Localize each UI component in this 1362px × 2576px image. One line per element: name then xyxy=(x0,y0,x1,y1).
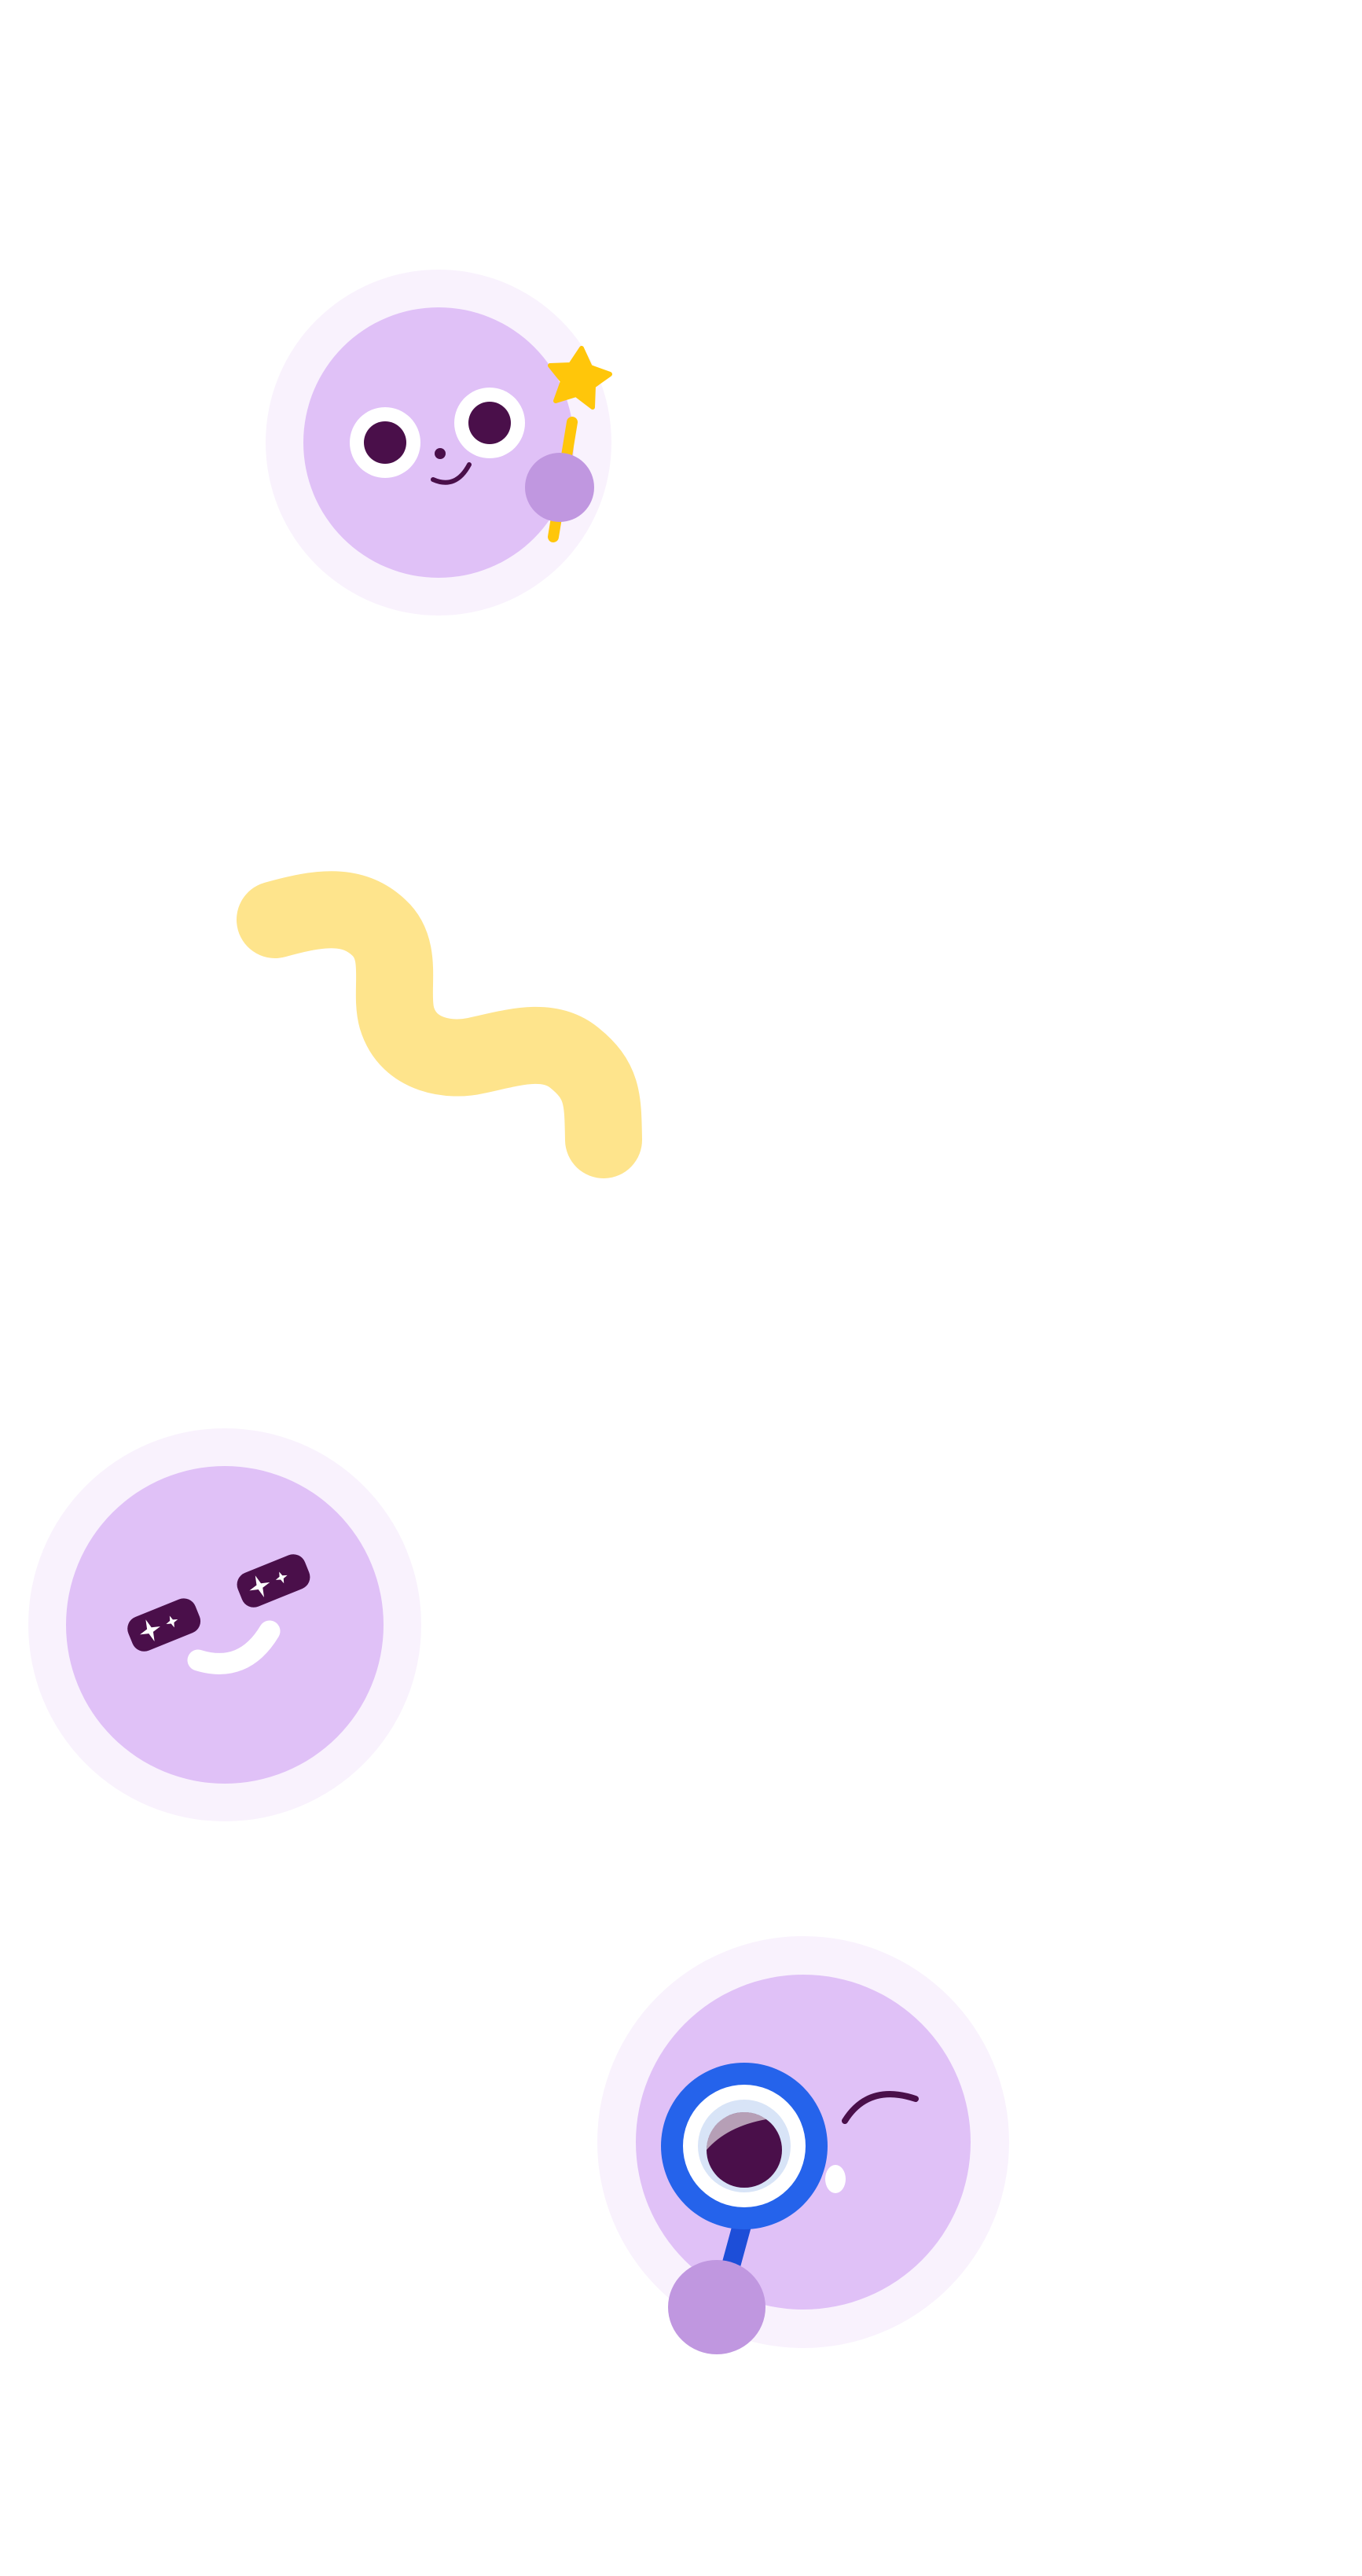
right-sparkle-eye xyxy=(237,1554,310,1608)
face xyxy=(303,307,574,578)
cheek-highlight xyxy=(825,2165,846,2193)
smile xyxy=(187,1620,281,1674)
left-eye xyxy=(350,407,420,478)
right-eye xyxy=(454,388,525,458)
face-with-magnifying-glass-illustration xyxy=(597,1936,1009,2354)
nose-dot xyxy=(435,448,446,459)
hand xyxy=(668,2260,765,2354)
hand xyxy=(525,453,594,522)
left-sparkle-eye xyxy=(127,1598,201,1652)
winking-eye xyxy=(842,2091,919,2124)
face-with-magic-wand-illustration xyxy=(266,270,612,616)
face xyxy=(66,1466,384,1784)
face-with-sparkle-eyes-illustration xyxy=(28,1428,421,1821)
sparkle-icon xyxy=(140,1615,178,1642)
smile xyxy=(431,462,472,485)
magnifying-glass-icon xyxy=(661,2063,828,2229)
lens-glare xyxy=(707,2111,766,2150)
sparkle-icon xyxy=(249,1571,288,1598)
squiggle-line xyxy=(237,871,642,1178)
star-icon xyxy=(548,346,612,410)
